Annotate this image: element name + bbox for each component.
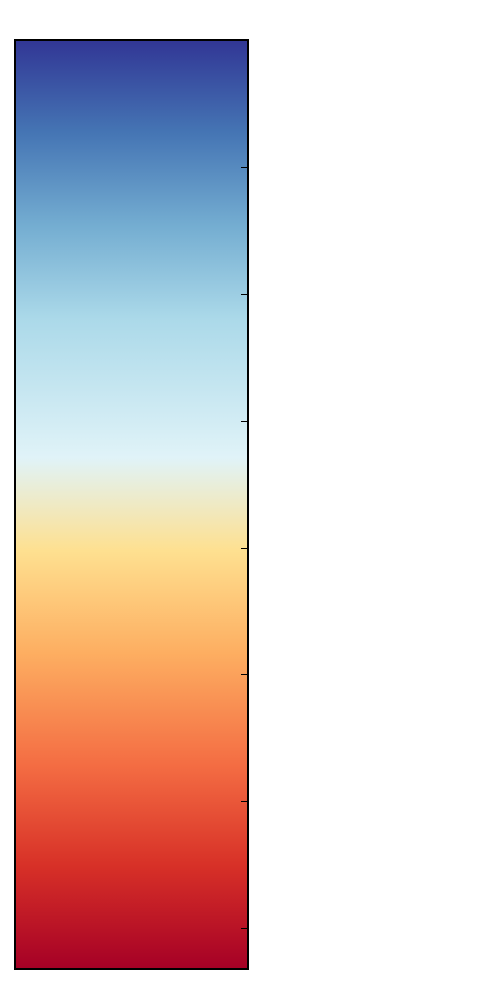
colorbar-ticks [241, 167, 248, 929]
colorbar-gradient [15, 40, 248, 969]
colorbar-frame [14, 39, 249, 970]
